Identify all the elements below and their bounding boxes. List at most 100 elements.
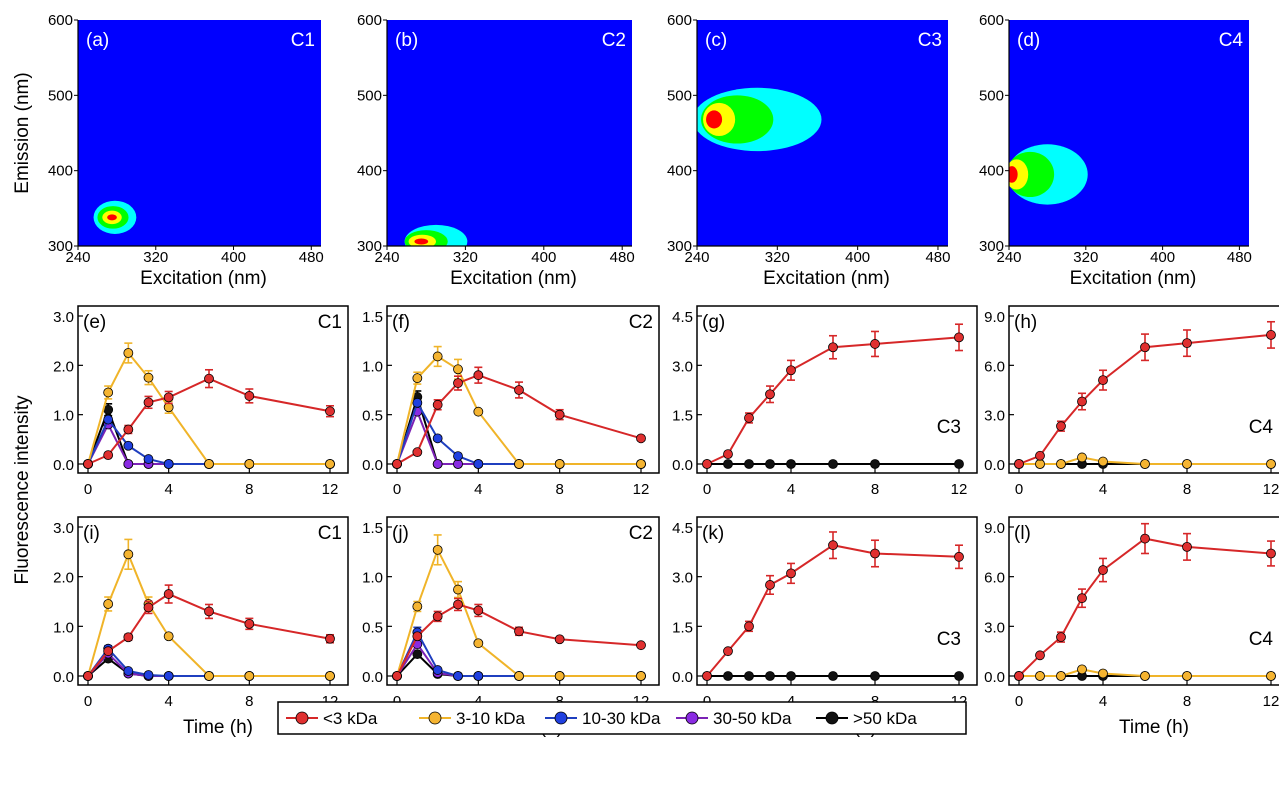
data-point <box>453 671 463 681</box>
eem-contours <box>404 224 468 246</box>
component-label: C2 <box>602 30 626 51</box>
series-3-10-kda <box>392 345 646 469</box>
data-point <box>765 459 775 469</box>
y-tick-label: 0.5 <box>362 408 383 425</box>
y-tick-label: 3.0 <box>984 619 1005 636</box>
data-point <box>412 601 423 612</box>
eem-background <box>1009 20 1249 246</box>
panel-label: (k) <box>702 523 724 544</box>
legend-frame <box>277 701 967 735</box>
panel-label: (f) <box>392 312 410 333</box>
y-tick-label: 500 <box>667 87 692 104</box>
data-point <box>744 671 754 681</box>
time-panel-l: 0.0 3.0 6.0 9.0 0 4 8 12 (l) C4 Time (h) <box>984 516 1279 738</box>
x-tick-label: 240 <box>684 249 709 266</box>
data-point <box>1182 541 1192 552</box>
component-label: C1 <box>291 30 315 51</box>
data-point <box>1035 671 1045 681</box>
y-tick-label: 400 <box>979 163 1004 180</box>
data-point <box>828 342 838 353</box>
y-tick-label: 0.0 <box>362 669 383 686</box>
y-tick-label: 1.5 <box>362 309 383 326</box>
data-point <box>244 671 255 681</box>
data-point <box>1098 375 1108 386</box>
data-point <box>1077 664 1087 675</box>
line-y-axis-title: Fluorescence intensity <box>12 395 33 585</box>
y-tick-label: 0.0 <box>53 669 74 686</box>
y-tick-label: 3.0 <box>53 309 74 326</box>
x-tick-label: 8 <box>555 481 563 498</box>
y-tick-label: 0.0 <box>672 669 693 686</box>
y-tick-label: 1.0 <box>362 570 383 587</box>
data-point <box>744 459 754 469</box>
x-tick-label: 320 <box>1073 249 1098 266</box>
panel-label: (c) <box>705 30 727 51</box>
x-tick-label: 4 <box>164 693 172 710</box>
data-point <box>1266 548 1276 559</box>
y-tick-label: 300 <box>667 238 692 255</box>
data-point <box>723 459 733 469</box>
panel-label: (h) <box>1014 312 1037 333</box>
data-point <box>473 459 484 469</box>
legend-item-30-50-kda: 30-50 kDa <box>676 709 792 728</box>
plot-frame <box>386 516 660 686</box>
x-axis-title: Excitation (nm) <box>763 268 890 289</box>
data-point <box>453 378 463 388</box>
legend-label: 30-50 kDa <box>713 709 792 728</box>
data-point <box>765 671 775 681</box>
data-point <box>1056 421 1066 432</box>
component-label: C2 <box>629 312 653 333</box>
data-point <box>723 671 733 681</box>
y-tick-label: 400 <box>48 163 73 180</box>
plot-frame <box>77 516 349 686</box>
data-point <box>1056 459 1066 469</box>
panel-label: (g) <box>702 312 725 333</box>
y-tick-label: 600 <box>979 12 1004 29</box>
x-tick-label: 8 <box>871 481 879 498</box>
eem-panel-c1: 240 320 400 480 300 400 500 600 (a) C1 Excitation … <box>48 12 324 289</box>
legend-item-10-30-kda: 10-30 kDa <box>545 709 661 728</box>
data-point <box>1077 396 1087 407</box>
data-point <box>636 640 646 651</box>
y-tick-label: 1.0 <box>362 358 383 375</box>
contour-level-4 <box>107 214 117 221</box>
data-point <box>204 606 214 617</box>
data-point <box>244 391 255 401</box>
series-line <box>396 374 642 465</box>
legend-marker <box>295 711 309 725</box>
x-tick-label: 320 <box>453 249 478 266</box>
data-point <box>473 638 484 649</box>
data-point <box>870 459 880 469</box>
data-point <box>412 631 423 642</box>
data-point <box>432 399 443 410</box>
data-point <box>1014 671 1024 681</box>
x-tick-label: 480 <box>299 249 324 266</box>
component-label: C4 <box>1249 417 1274 438</box>
y-tick-label: 3.0 <box>672 570 693 587</box>
data-point <box>828 671 838 681</box>
x-tick-label: 480 <box>925 249 950 266</box>
data-point <box>786 365 796 376</box>
legend-marker <box>685 711 699 725</box>
y-tick-label: 0.0 <box>984 669 1005 686</box>
y-tick-label: 2.0 <box>53 358 74 375</box>
plot-frame <box>77 305 349 474</box>
legend-label: <3 kDa <box>323 709 378 728</box>
y-tick-label: 0.0 <box>984 457 1005 474</box>
legend-label: 10-30 kDa <box>582 709 661 728</box>
y-tick-label: 6.0 <box>984 358 1005 375</box>
series--3-kda <box>83 584 335 681</box>
series-line <box>1018 333 1272 465</box>
x-tick-label: 400 <box>845 249 870 266</box>
data-point <box>473 671 484 681</box>
component-label: C3 <box>918 30 942 51</box>
data-point <box>453 364 463 375</box>
x-tick-label: 0 <box>1015 481 1023 498</box>
data-point <box>325 671 335 681</box>
data-point <box>1140 342 1150 353</box>
data-point <box>123 666 134 676</box>
data-point <box>325 633 335 644</box>
data-point <box>143 602 154 613</box>
data-point <box>1098 565 1108 575</box>
